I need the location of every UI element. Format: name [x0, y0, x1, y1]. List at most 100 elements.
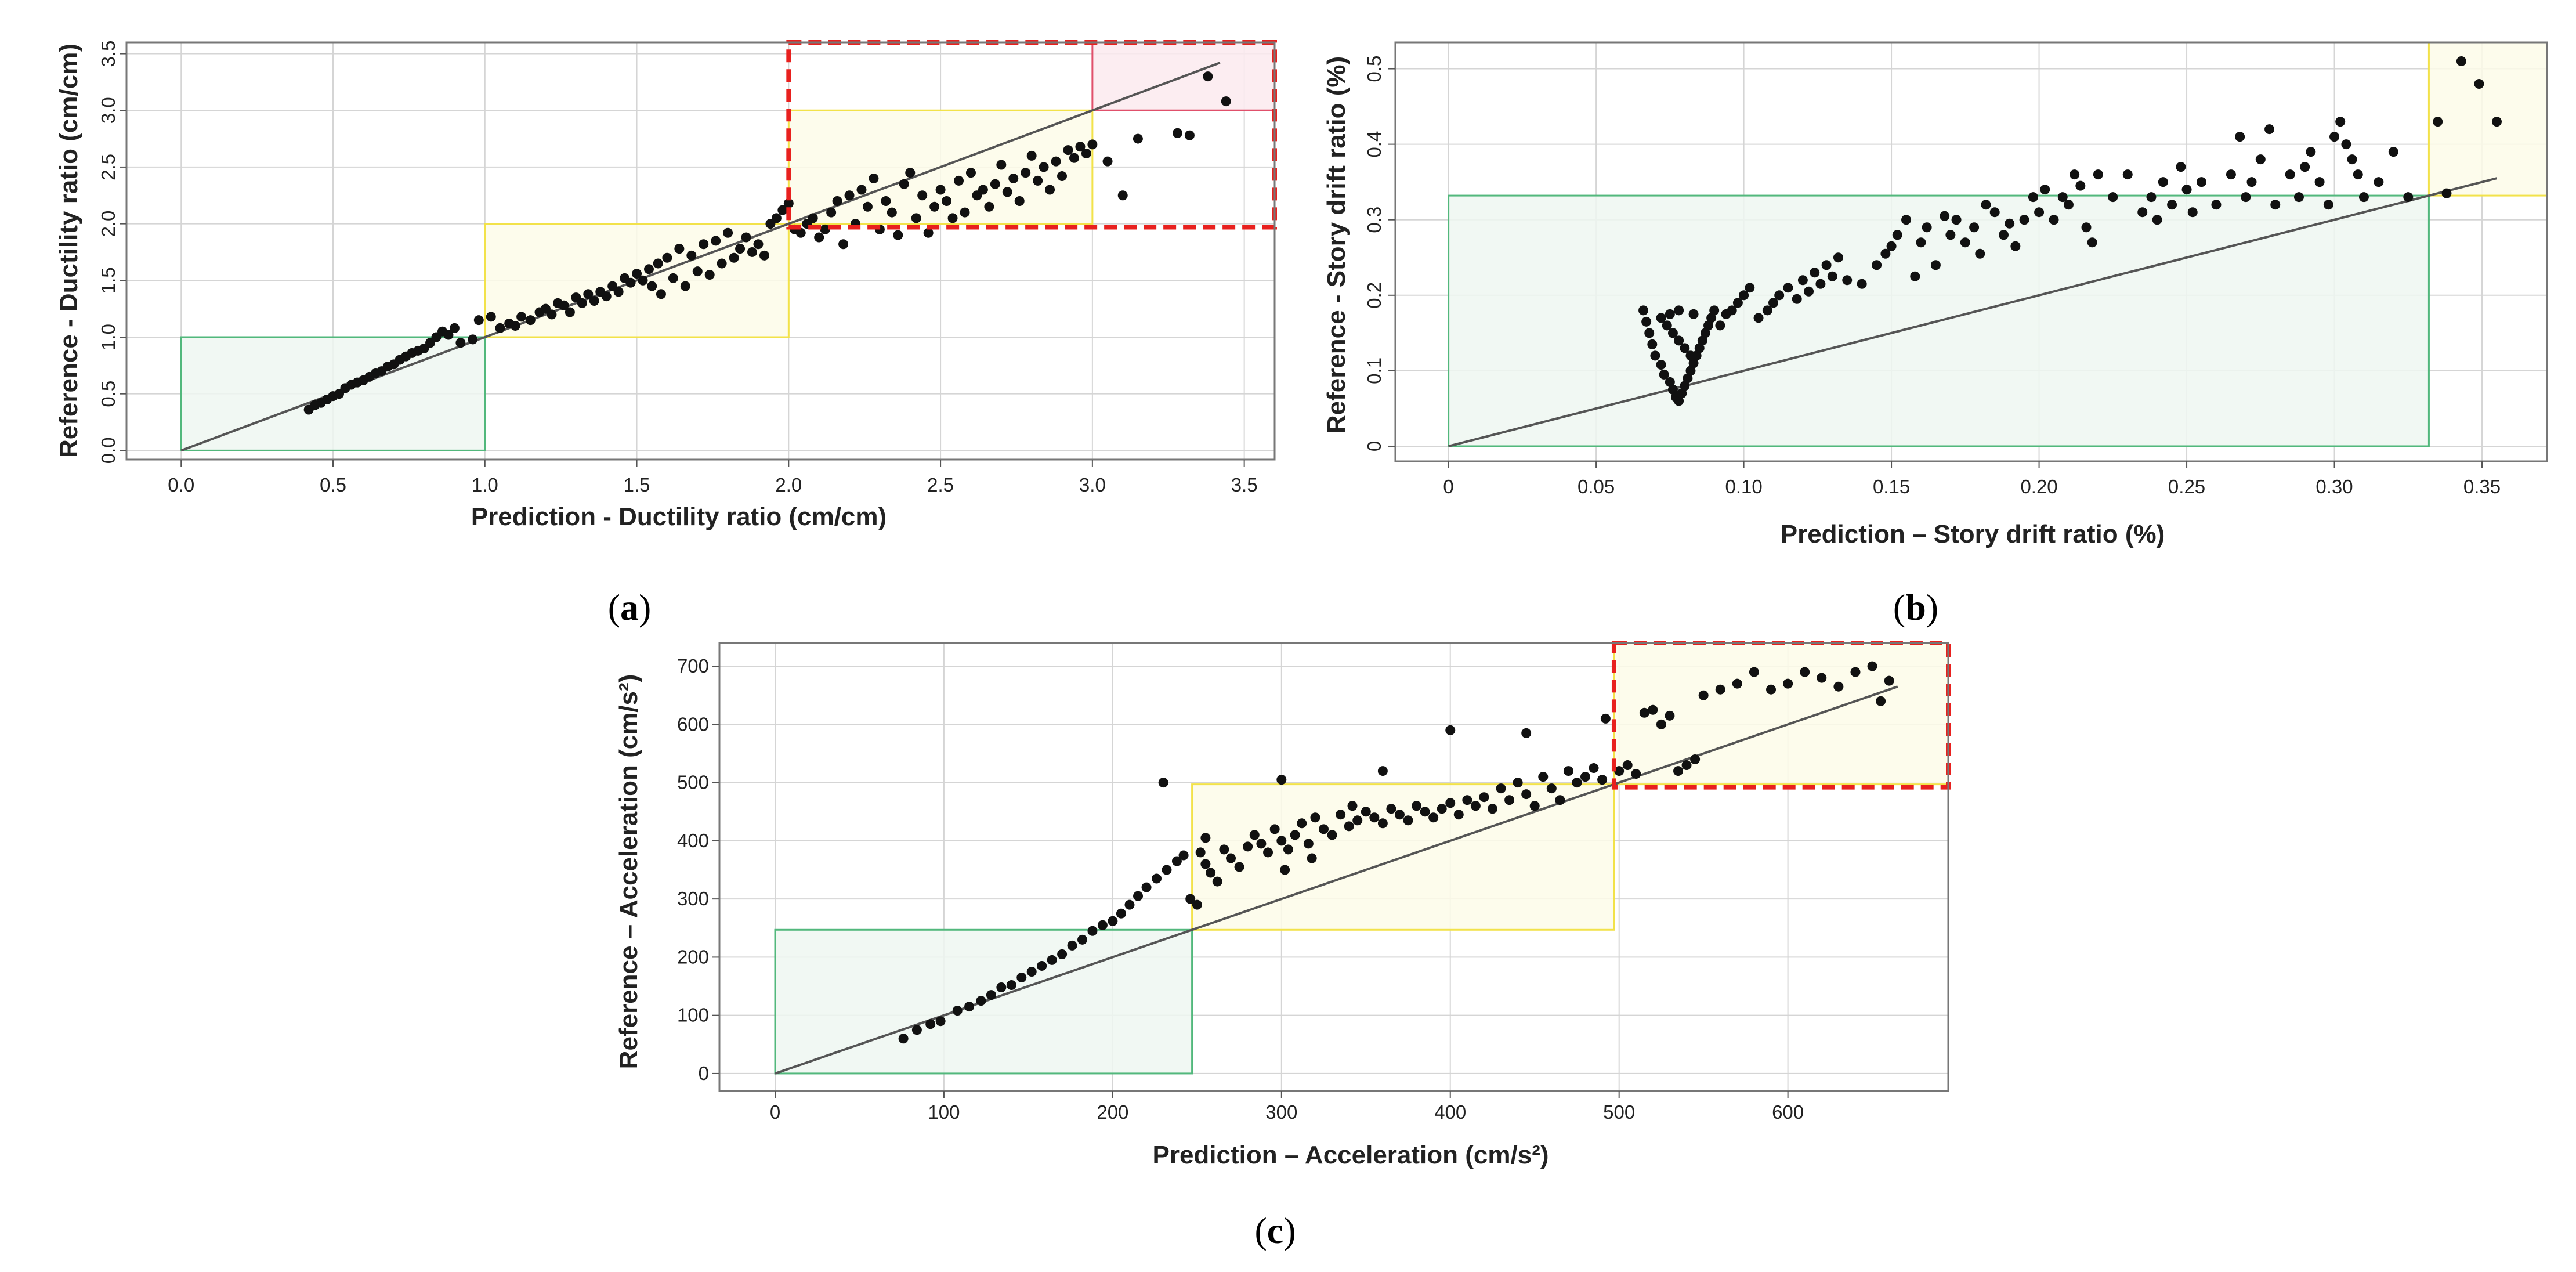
chart-a-point [686, 250, 697, 261]
chart-c-ytick-label: 400 [677, 830, 709, 851]
chart-b-point [1872, 260, 1882, 270]
chart-a-point [711, 236, 721, 246]
chart-b-point [1960, 237, 1970, 248]
chart-c-point [1850, 667, 1861, 677]
chart-b-point [1677, 388, 1687, 399]
chart-b-xtick-label: 0.05 [1578, 476, 1615, 497]
chart-b-point [1762, 305, 1772, 316]
chart-a-point [704, 270, 715, 280]
chart-a-point [965, 168, 976, 178]
chart-a-point [1002, 187, 1012, 197]
chart-a-point [820, 224, 830, 234]
chart-a-ytick-label: 1.5 [97, 267, 119, 294]
chart-b-point [2300, 162, 2310, 172]
chart-b-point [2293, 192, 2304, 203]
chart-b-point [1656, 359, 1666, 370]
chart-b-point [1783, 283, 1793, 293]
chart-b-point [1659, 369, 1669, 380]
chart-b-point [2075, 180, 2086, 191]
chart-a-ytick-label: 0.5 [97, 381, 119, 407]
chart-c-point [1749, 667, 1759, 677]
chart-a-point [911, 213, 921, 223]
chart-b-point [2474, 79, 2484, 89]
chart-b-point [1768, 298, 1778, 308]
chart-a-point [601, 291, 612, 302]
chart-b-point [1910, 271, 1920, 281]
chart-c-point [1420, 807, 1430, 817]
chart-c-point [935, 1016, 946, 1027]
chart-a-point [723, 227, 733, 238]
chart-c-point [1269, 824, 1280, 834]
chart-c-reference-line [775, 685, 1898, 1075]
chart-b-point [1703, 320, 1714, 331]
chart-c-point [1572, 778, 1582, 788]
chart-a-xtick-label: 2.5 [927, 474, 954, 496]
chart-b-point [1685, 350, 1696, 361]
chart-b-point [1892, 230, 1902, 240]
chart-b-point [2358, 192, 2369, 203]
chart-c-point [996, 982, 1007, 993]
chart-c-point [1800, 667, 1810, 677]
chart-b-point [1833, 252, 1843, 263]
chart-b-point [1810, 268, 1820, 278]
chart-a-point [468, 334, 478, 345]
chart-a-point [929, 201, 940, 212]
chart-c-point [1185, 894, 1196, 904]
chart-c-ytick-label: 0 [699, 1063, 709, 1084]
chart-c-point [1563, 766, 1573, 776]
chart-c-point [1884, 675, 1894, 686]
chart-c-ticks: 0 100 200 300 400 500 600 0 100 200 300 400 500 600 70… [677, 655, 1804, 1123]
chart-c-point [1297, 818, 1307, 829]
chart-b-point [1940, 211, 1950, 221]
chart-a-point [771, 213, 782, 223]
chart-a-point [917, 190, 928, 201]
chart-a-point [1087, 139, 1098, 150]
chart-c-point [952, 1006, 963, 1016]
chart-c-point [1283, 844, 1293, 855]
chart-b-point [1792, 294, 1802, 304]
chart-b-ytick-label: 0.2 [1363, 282, 1385, 309]
chart-a-point [1026, 150, 1037, 161]
chart-b-point [2335, 117, 2346, 127]
chart-b-point [2040, 185, 2050, 195]
chart-b-point [1688, 358, 1699, 368]
chart-c-point [1226, 853, 1236, 863]
chart-c-point [1377, 766, 1388, 776]
chart-b-point [1683, 373, 1693, 384]
chart-a-point [978, 185, 988, 195]
chart-a-point [1021, 168, 1031, 178]
chart-a-point [759, 250, 769, 261]
chart-a-point [869, 173, 879, 183]
chart-a-point [449, 323, 460, 333]
chart-a-point [1203, 71, 1213, 82]
chart-c-point [1589, 763, 1599, 774]
chart-b-point [1774, 290, 1785, 301]
chart-a-ytick-label: 0.0 [97, 437, 119, 464]
chart-a-ytick-label: 1.0 [97, 324, 119, 350]
chart-c-point [1327, 830, 1337, 840]
chart-b-point [2306, 147, 2316, 157]
chart-c-point [1622, 760, 1633, 771]
chart-c-point [1263, 847, 1273, 858]
chart-b-point [1827, 271, 1837, 281]
panel-label-a: (a) [608, 587, 652, 628]
chart-b-point [1709, 305, 1720, 316]
chart-b-point [1638, 305, 1649, 316]
chart-a-point [832, 196, 842, 207]
chart-c-point [986, 990, 996, 1000]
chart-b-point [1674, 305, 1684, 316]
chart-a-point [935, 185, 946, 195]
chart-b-point [2314, 177, 2325, 187]
chart-b-point [2137, 207, 2148, 218]
chart-a-point [893, 230, 903, 240]
chart-c-zone-yellow [1613, 642, 1949, 786]
chart-c-point [1600, 713, 1611, 724]
chart-a-point [844, 190, 855, 201]
chart-c-point [1290, 830, 1300, 840]
chart-b-point [1951, 215, 1962, 225]
chart-b-one-to-one-line [1448, 177, 2497, 447]
chart-a-point [1033, 175, 1043, 186]
chart-b-point [2347, 154, 2357, 165]
chart-c-point [1369, 812, 1380, 823]
chart-a-point [473, 315, 484, 326]
